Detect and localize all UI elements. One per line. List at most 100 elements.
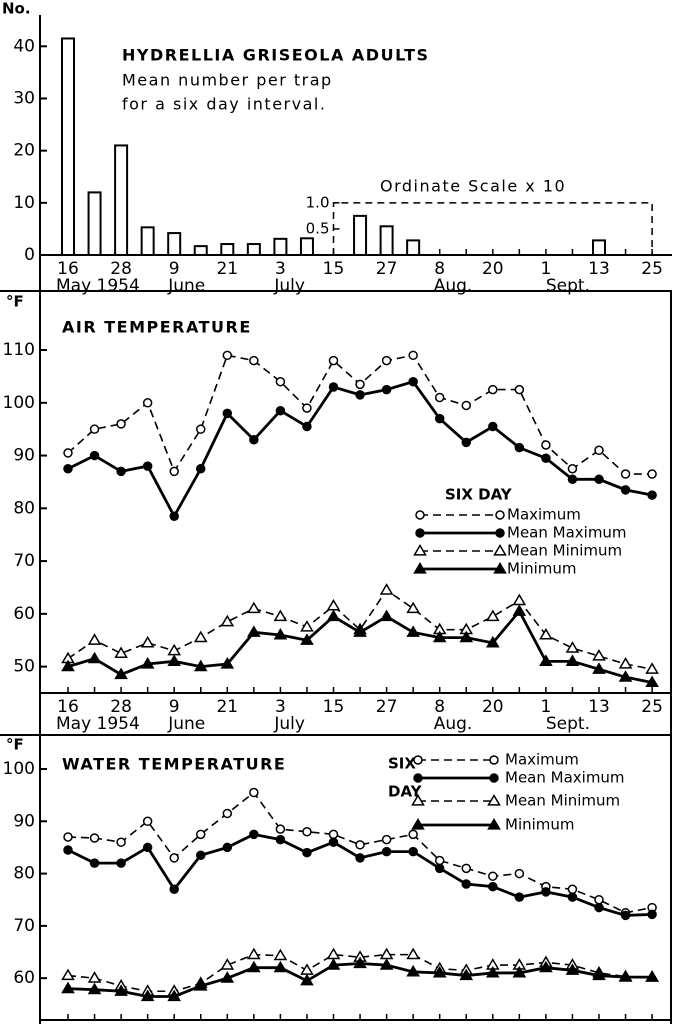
marker <box>406 625 420 637</box>
marker <box>567 474 578 485</box>
marker <box>565 654 580 666</box>
y-tick-label: 60 <box>13 604 35 624</box>
x-tick-label: 13 <box>588 259 610 279</box>
marker <box>645 662 659 674</box>
marker <box>61 981 75 994</box>
marker <box>63 845 73 855</box>
y-tick-label: 50 <box>13 657 35 677</box>
y-tick-label: 80 <box>13 498 35 518</box>
marker <box>381 846 392 857</box>
marker <box>61 659 75 672</box>
marker <box>63 832 73 842</box>
marker <box>87 971 102 983</box>
series-line <box>67 962 653 998</box>
x-tick-label: 20 <box>482 697 504 717</box>
month-label: June <box>167 276 205 296</box>
legend-title: SIX <box>388 755 416 773</box>
legend-marker <box>487 818 501 830</box>
marker <box>193 979 208 991</box>
legend-title: SIX DAY <box>445 486 513 504</box>
marker <box>63 448 73 458</box>
bar <box>246 243 261 256</box>
legend-marker <box>413 755 423 765</box>
marker <box>512 965 527 978</box>
marker <box>140 989 155 1002</box>
marker <box>408 350 418 361</box>
x-tick-label: 9 <box>169 697 180 717</box>
marker <box>512 593 527 606</box>
marker <box>87 651 102 664</box>
marker <box>434 392 445 403</box>
y2-tick-label: 1.0 <box>306 193 330 211</box>
marker <box>169 511 179 521</box>
marker <box>114 646 128 659</box>
marker <box>142 842 153 853</box>
y-tick-label: 10 <box>13 193 35 213</box>
chart-title: WATER TEMPERATURE <box>62 755 286 774</box>
marker <box>169 884 179 895</box>
marker <box>408 846 418 857</box>
series-line <box>67 608 653 684</box>
legend-label: Maximum <box>507 506 581 524</box>
legend-marker <box>413 773 423 783</box>
marker <box>220 958 235 970</box>
bar <box>273 237 288 256</box>
marker <box>379 583 394 595</box>
marker <box>89 424 100 434</box>
y2-tick-label: 0.5 <box>306 219 330 237</box>
marker <box>381 384 392 395</box>
y-tick-label: 0 <box>24 245 35 265</box>
marker <box>302 826 312 837</box>
legend-label: Mean Maximum <box>505 769 625 787</box>
marker <box>116 837 126 847</box>
marker <box>379 958 394 970</box>
legend-marker <box>413 562 427 574</box>
marker <box>196 424 206 434</box>
legend-marker <box>487 794 501 806</box>
marker <box>488 384 498 395</box>
bar <box>379 225 394 257</box>
x-tick-label: 8 <box>434 697 445 717</box>
marker <box>541 887 551 897</box>
marker <box>167 643 182 656</box>
marker <box>87 982 102 995</box>
legend-label: Mean Minimum <box>507 542 622 560</box>
chart-subtitle: for a six day interval. <box>122 95 326 114</box>
x-tick-label: 3 <box>275 259 286 279</box>
legend-marker <box>411 794 425 806</box>
y-axis-label: °F <box>6 736 24 754</box>
month-label: July <box>273 276 305 296</box>
marker <box>247 960 261 973</box>
marker <box>647 909 657 920</box>
month-label: Aug. <box>434 714 473 734</box>
marker <box>249 434 259 445</box>
marker <box>142 816 153 827</box>
marker <box>222 842 233 853</box>
bar <box>193 245 208 256</box>
bar <box>167 232 182 257</box>
marker <box>488 421 498 432</box>
marker <box>541 453 551 463</box>
marker <box>353 625 367 637</box>
marker <box>328 837 339 847</box>
x-tick-label: 28 <box>110 259 132 279</box>
marker <box>89 833 100 843</box>
marker <box>594 902 604 913</box>
y-tick-label: 90 <box>13 811 35 831</box>
chart-subtitle: Mean number per trap <box>122 71 333 90</box>
marker <box>514 868 525 879</box>
month-label: May 1954 <box>56 276 140 296</box>
marker <box>353 956 367 969</box>
marker <box>300 963 314 975</box>
marker <box>461 879 471 889</box>
marker <box>196 464 206 474</box>
marker <box>275 405 286 416</box>
marker <box>302 847 312 858</box>
y-tick-label: 60 <box>13 968 35 988</box>
marker <box>379 609 394 622</box>
marker <box>273 960 288 973</box>
marker <box>567 464 578 474</box>
marker <box>355 390 365 400</box>
legend-label: Mean Minimum <box>505 792 620 810</box>
x-tick-label: 1 <box>540 697 551 717</box>
